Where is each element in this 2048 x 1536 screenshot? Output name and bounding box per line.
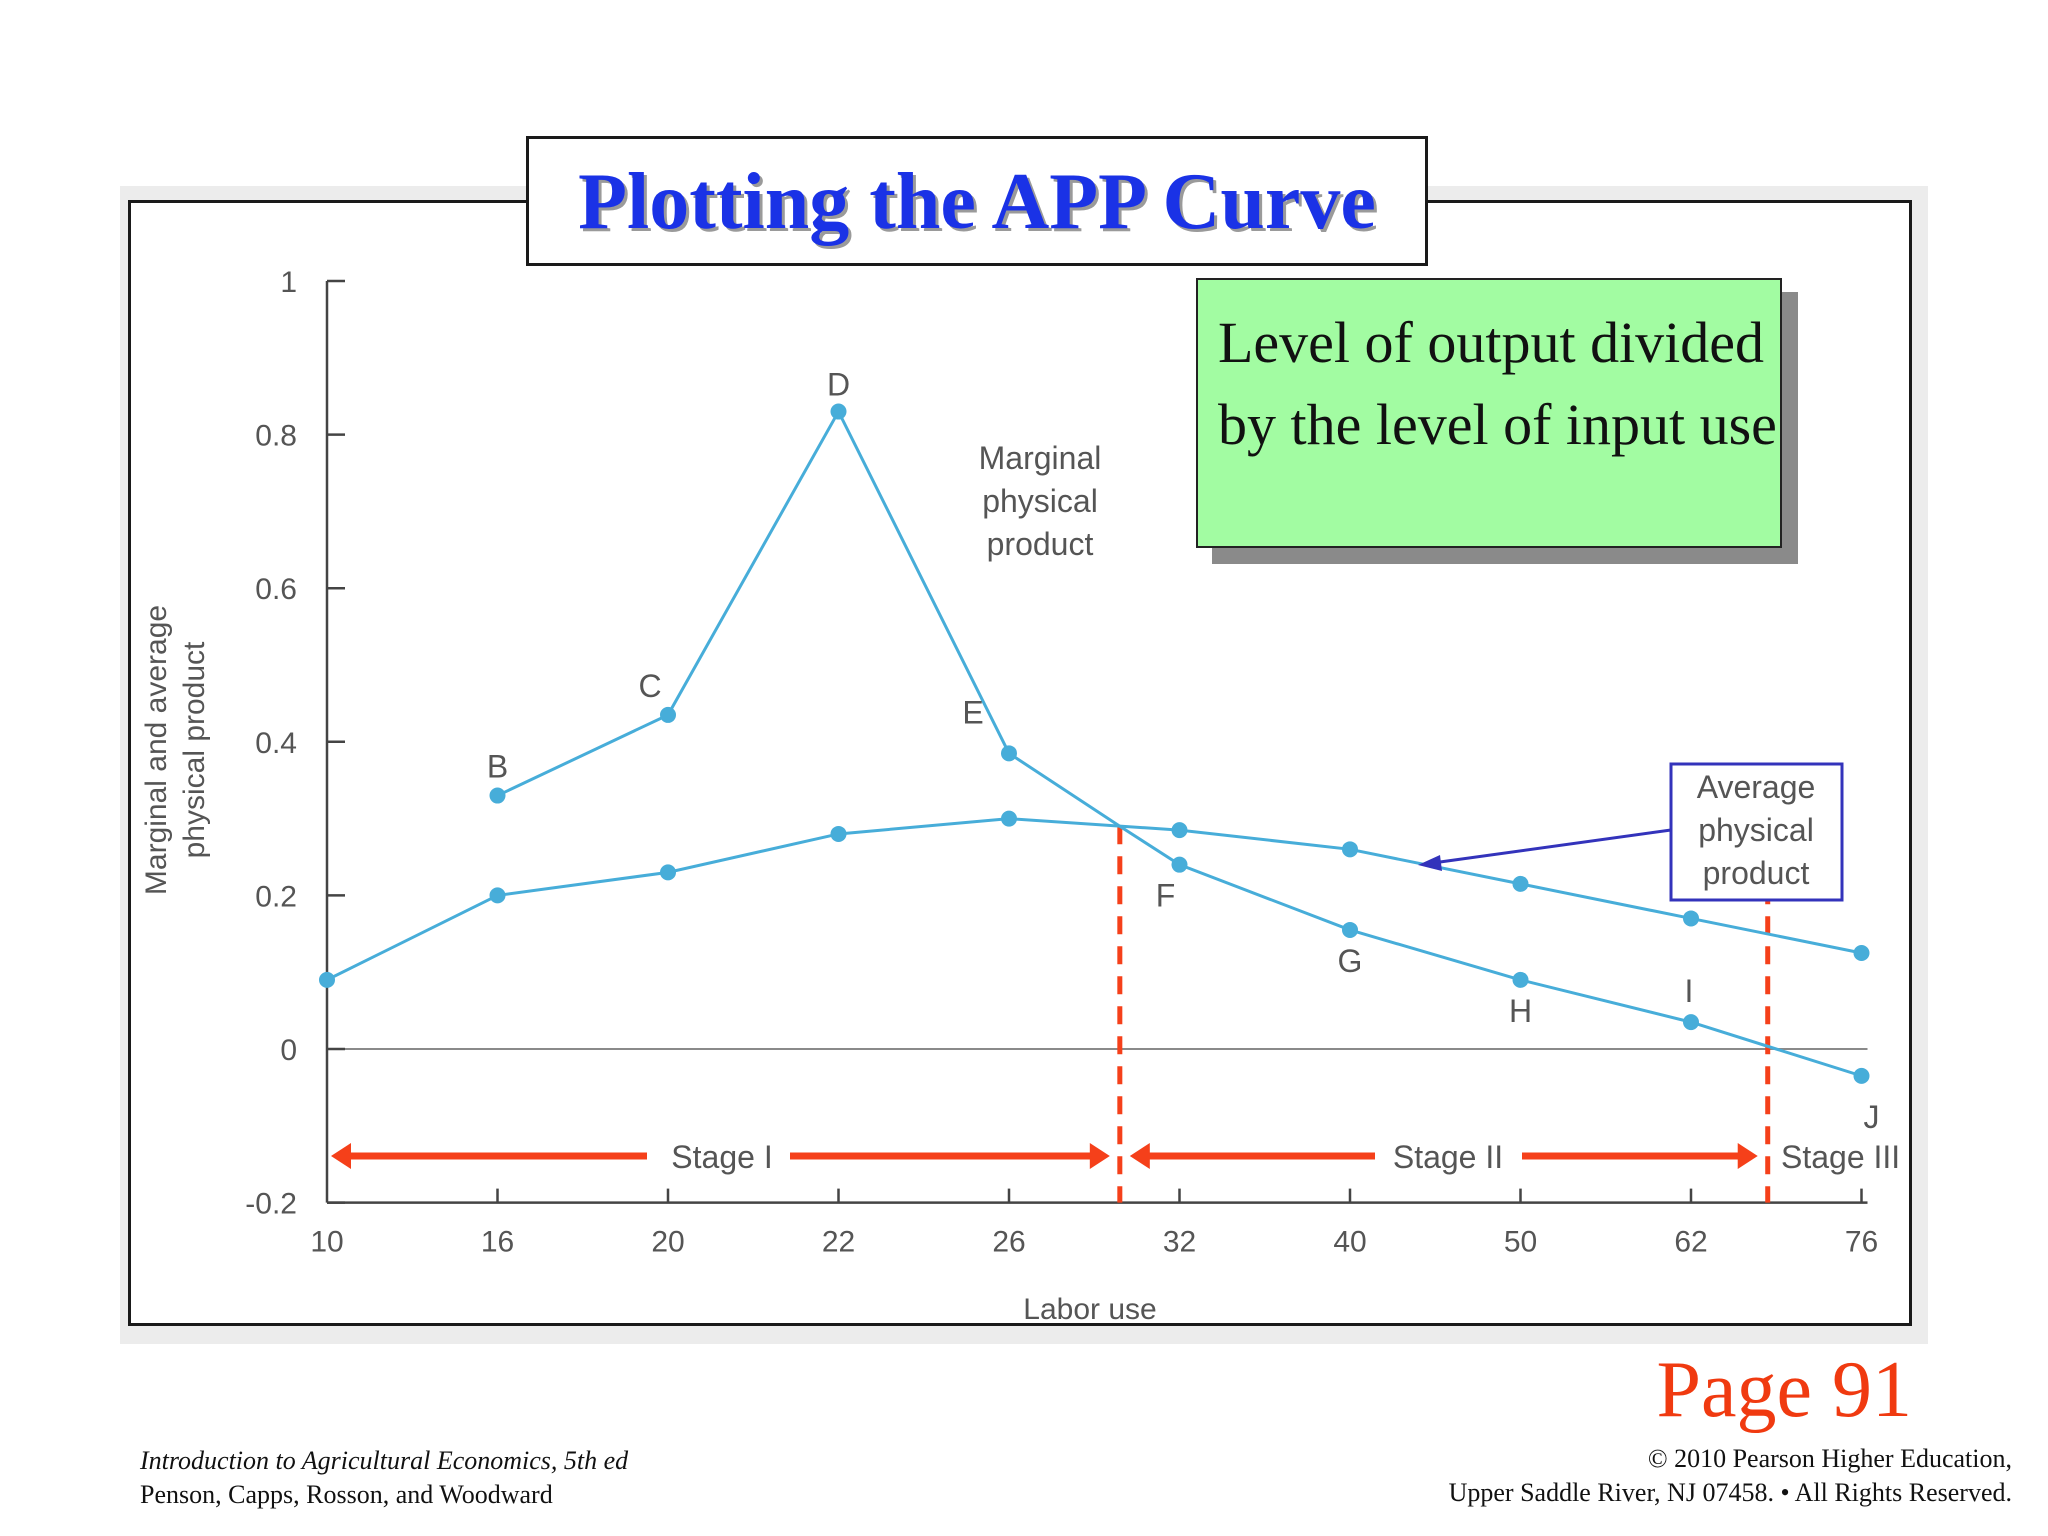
stage-arrow-head (1737, 1143, 1758, 1169)
app-label: product (1703, 855, 1810, 891)
point-label: C (638, 668, 661, 704)
x-tick-label: 40 (1333, 1226, 1366, 1259)
x-tick-label: 22 (822, 1226, 855, 1259)
footer-copyright: © 2010 Pearson Higher Education, Upper S… (1449, 1442, 2012, 1510)
app-pointer-head (1418, 855, 1442, 871)
app-label: physical (1698, 812, 1814, 848)
x-axis-title: Labor use (1023, 1293, 1156, 1326)
x-tick-label: 20 (651, 1226, 684, 1259)
mpp-point (1171, 856, 1188, 873)
x-tick-label: 50 (1504, 1226, 1537, 1259)
app-point (1512, 875, 1529, 892)
y-tick-label: 0.6 (255, 573, 297, 606)
app-curve-line (326, 817, 1862, 982)
app-point (1853, 945, 1870, 961)
mpp-point (660, 706, 676, 723)
point-label: B (487, 749, 508, 785)
stage-label: Stage III (1781, 1139, 1900, 1175)
y-tick-label: 0.2 (255, 880, 297, 913)
footer-citation: Introduction to Agricultural Economics, … (140, 1444, 628, 1512)
app-point (1683, 910, 1699, 927)
point-label: I (1685, 973, 1694, 1009)
point-label: F (1156, 878, 1176, 914)
stage-label: Stage I (671, 1139, 772, 1175)
point-label: J (1864, 1099, 1880, 1135)
mpp-label: product (987, 526, 1094, 562)
x-tick-label: 62 (1674, 1226, 1707, 1259)
x-tick-label: 10 (310, 1226, 343, 1259)
mpp-curve-line (496, 408, 1862, 1078)
mpp-point (1512, 971, 1529, 988)
mpp-point (1683, 1014, 1699, 1031)
app-point (830, 825, 847, 842)
y-tick-label: 0.4 (255, 727, 297, 760)
mpp-label: physical (982, 483, 1098, 519)
x-tick-label: 32 (1163, 1226, 1196, 1259)
app-point (319, 971, 335, 988)
definition-note: Level of output divided by the level of … (1196, 278, 1782, 548)
y-tick-label: -0.2 (245, 1188, 297, 1221)
mpp-point (1853, 1067, 1870, 1084)
stage-arrow-head (1129, 1143, 1150, 1169)
app-point (1171, 822, 1188, 839)
stage-arrow-head (331, 1143, 351, 1169)
app-label-box (1669, 762, 1844, 902)
app-point (1342, 841, 1358, 858)
y-tick-label: 0.8 (255, 420, 297, 453)
app-point (489, 887, 506, 904)
app-point (1001, 810, 1017, 827)
point-label: G (1338, 943, 1363, 979)
footer-book-title: Introduction to Agricultural Economics, … (140, 1446, 629, 1475)
point-label: H (1509, 993, 1532, 1029)
mpp-point (489, 787, 506, 804)
definition-note-text: Level of output divided by the level of … (1218, 310, 1777, 457)
point-label: D (827, 367, 850, 403)
footer-authors: Penson, Capps, Rosson, and Woodward (140, 1480, 553, 1509)
app-label: Average (1697, 769, 1816, 805)
mpp-point (830, 403, 847, 420)
y-tick-label: 1 (280, 266, 297, 299)
x-tick-label: 76 (1845, 1226, 1878, 1259)
y-axis-title-line: physical product (178, 641, 211, 858)
app-point (660, 864, 676, 881)
slide-title-box: Plotting the APP Curve (526, 136, 1428, 266)
mpp-label: Marginal (979, 440, 1102, 476)
app-pointer-line (1439, 828, 1672, 864)
footer-copyright-line2: Upper Saddle River, NJ 07458. • All Righ… (1448, 1478, 2012, 1507)
stage-label: Stage II (1393, 1139, 1503, 1175)
mpp-point (1001, 745, 1017, 762)
slide-title: Plotting the APP Curve (578, 158, 1376, 246)
page-number: Page 91 (1656, 1346, 1912, 1434)
point-label: E (962, 694, 983, 730)
x-tick-label: 16 (481, 1226, 514, 1259)
y-axis-title-line: Marginal and average (140, 605, 173, 895)
x-tick-label: 26 (992, 1226, 1025, 1259)
mpp-point (1342, 921, 1358, 938)
footer-copyright-line1: © 2010 Pearson Higher Education, (1647, 1444, 2012, 1473)
y-tick-label: 0 (280, 1034, 297, 1067)
y-axis-title: Marginal and average physical product (140, 605, 211, 895)
stage-arrow-head (1089, 1143, 1110, 1169)
